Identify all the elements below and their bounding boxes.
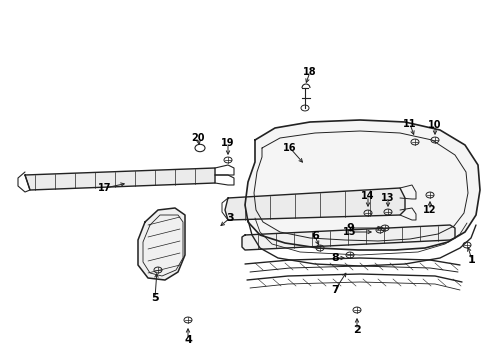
Polygon shape xyxy=(25,168,215,190)
Text: 11: 11 xyxy=(403,119,416,129)
Text: 5: 5 xyxy=(151,293,159,303)
Text: 3: 3 xyxy=(226,213,233,223)
Text: 14: 14 xyxy=(361,191,374,201)
Text: 8: 8 xyxy=(330,253,338,263)
Text: 6: 6 xyxy=(310,231,318,241)
Text: 9: 9 xyxy=(346,223,353,233)
Text: 16: 16 xyxy=(283,143,296,153)
Text: 7: 7 xyxy=(330,285,338,295)
Text: 10: 10 xyxy=(427,120,441,130)
Text: 19: 19 xyxy=(221,138,234,148)
Text: 12: 12 xyxy=(423,205,436,215)
Text: 15: 15 xyxy=(343,227,356,237)
Polygon shape xyxy=(244,120,479,250)
Polygon shape xyxy=(224,188,404,220)
Polygon shape xyxy=(138,208,184,280)
Polygon shape xyxy=(242,225,454,250)
Text: 2: 2 xyxy=(352,325,360,335)
Text: 13: 13 xyxy=(381,193,394,203)
Text: 4: 4 xyxy=(183,335,192,345)
Text: 1: 1 xyxy=(467,255,475,265)
Text: 20: 20 xyxy=(191,133,204,143)
Text: 17: 17 xyxy=(98,183,112,193)
Text: 18: 18 xyxy=(303,67,316,77)
